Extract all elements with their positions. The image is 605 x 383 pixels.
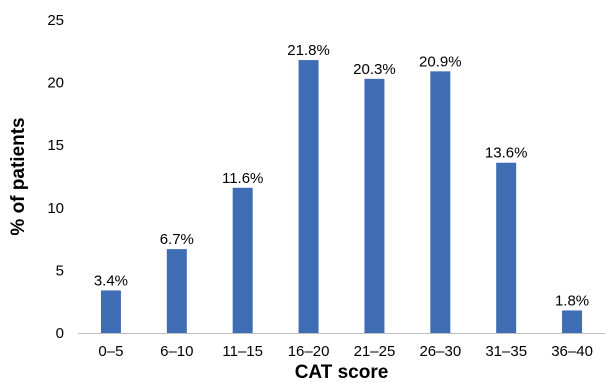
bars-group — [100, 60, 583, 334]
bar — [100, 290, 121, 333]
x-tick-label: 16–20 — [288, 343, 330, 360]
bar — [364, 78, 385, 334]
x-tick-label: 11–15 — [222, 343, 263, 360]
bar-data-label: 20.9% — [419, 53, 462, 70]
bar-data-label: 20.3% — [353, 61, 396, 78]
bar-data-label: 21.8% — [287, 42, 330, 59]
x-tick-label: 0–5 — [98, 343, 123, 360]
bar-data-label: 11.6% — [222, 170, 263, 187]
x-axis-ticks: 0–5 6–10 11–15 16–20 21–25 26–30 31–35 36–40 — [98, 343, 593, 360]
x-tick-label: 21–25 — [354, 343, 396, 360]
bar — [232, 187, 253, 333]
bar — [562, 310, 583, 333]
bar — [430, 71, 451, 333]
y-tick-label: 15 — [47, 137, 64, 154]
bar-data-label: 13.6% — [485, 145, 528, 162]
y-axis-ticks: 0 5 10 15 20 25 — [47, 12, 64, 342]
x-tick-label: 26–30 — [419, 343, 461, 360]
x-tick-label: 36–40 — [551, 343, 593, 360]
y-tick-label: 10 — [47, 200, 64, 217]
bar — [298, 60, 319, 334]
bar — [166, 249, 187, 333]
x-tick-label: 31–35 — [485, 343, 527, 360]
y-tick-label: 0 — [56, 325, 64, 342]
bar-data-label: 6.7% — [160, 231, 194, 248]
y-axis-title: % of patients — [8, 117, 29, 235]
y-tick-label: 20 — [47, 75, 64, 92]
bar — [496, 162, 517, 333]
x-axis-title: CAT score — [295, 362, 389, 383]
bar-data-label: 3.4% — [94, 272, 128, 289]
x-tick-label: 6–10 — [160, 343, 193, 360]
data-labels-group: 3.4% 6.7% 11.6% 21.8% 20.3% 20.9% 13.6% 1.8% — [94, 42, 589, 309]
y-tick-label: 25 — [47, 12, 64, 29]
y-tick-label: 5 — [56, 262, 64, 279]
bar-data-label: 1.8% — [555, 292, 589, 309]
